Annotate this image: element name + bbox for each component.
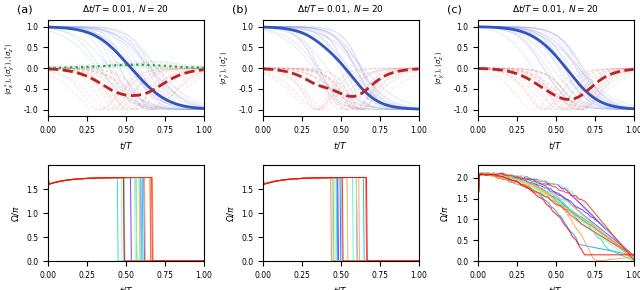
X-axis label: $t/T$: $t/T$ xyxy=(333,285,348,290)
Y-axis label: $\langle \sigma_x^* \rangle, \langle \sigma_y^* \rangle, \langle \sigma_z^* \ran: $\langle \sigma_x^* \rangle, \langle \si… xyxy=(3,41,18,95)
Text: (c): (c) xyxy=(447,5,461,15)
X-axis label: $t/T$: $t/T$ xyxy=(118,285,133,290)
Y-axis label: $\Omega/\pi$: $\Omega/\pi$ xyxy=(440,204,451,222)
Y-axis label: $\Omega/\pi$: $\Omega/\pi$ xyxy=(10,204,20,222)
Text: (b): (b) xyxy=(232,5,248,15)
Text: (a): (a) xyxy=(17,5,33,15)
X-axis label: $t/T$: $t/T$ xyxy=(548,140,563,151)
X-axis label: $t/T$: $t/T$ xyxy=(118,140,133,151)
Y-axis label: $\Omega/\pi$: $\Omega/\pi$ xyxy=(225,204,236,222)
Y-axis label: $\langle \sigma_y^* \rangle, \langle \sigma_z^* \rangle$: $\langle \sigma_y^* \rangle, \langle \si… xyxy=(433,51,448,85)
Title: $\Delta t/T = 0.01,\;  N = 20$: $\Delta t/T = 0.01,\; N = 20$ xyxy=(512,3,599,15)
Y-axis label: $\langle \sigma_y^* \rangle, \langle \sigma_z^* \rangle$: $\langle \sigma_y^* \rangle, \langle \si… xyxy=(218,51,233,85)
X-axis label: $t/T$: $t/T$ xyxy=(333,140,348,151)
X-axis label: $t/T$: $t/T$ xyxy=(548,285,563,290)
Title: $\Delta t/T = 0.01,\;  N = 20$: $\Delta t/T = 0.01,\; N = 20$ xyxy=(298,3,384,15)
Title: $\Delta t/T = 0.01,\;  N = 20$: $\Delta t/T = 0.01,\; N = 20$ xyxy=(83,3,170,15)
